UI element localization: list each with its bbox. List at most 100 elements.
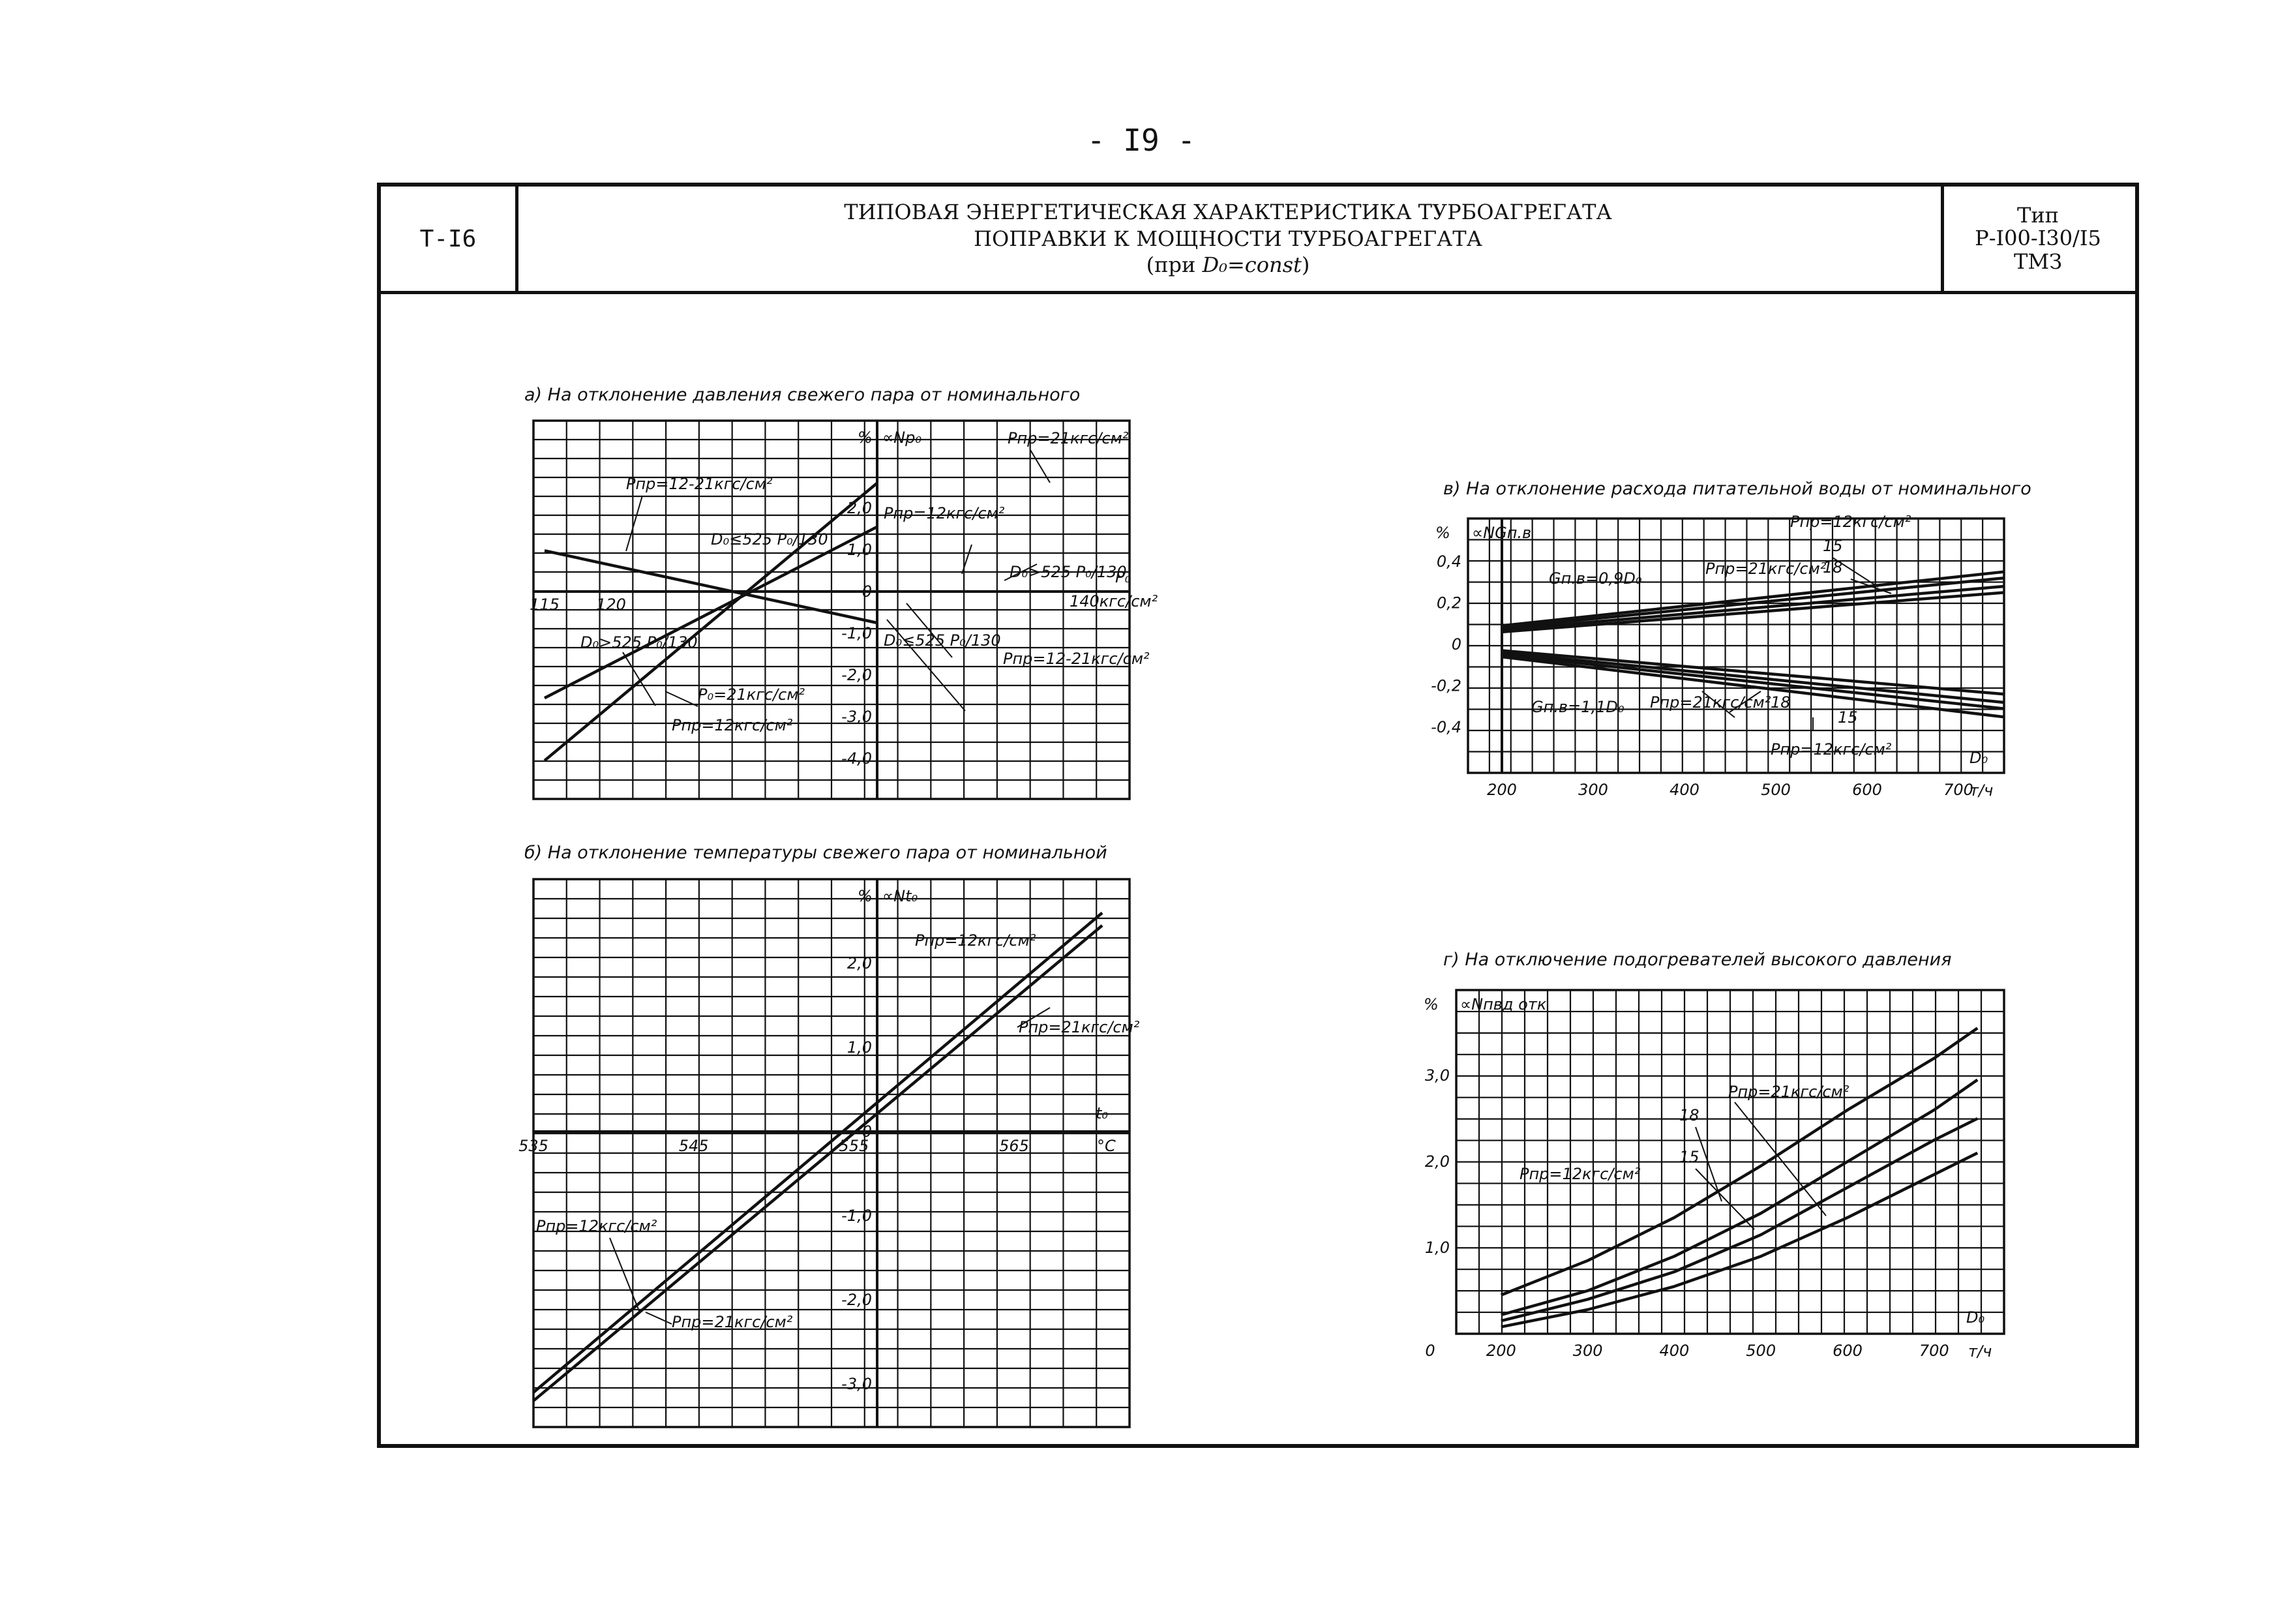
chart-g-xtick-label: 400 [1660, 1342, 1690, 1360]
chart-v-series-5 [1501, 651, 2005, 704]
chart-v-series-2 [1501, 584, 2005, 631]
chart-b-title: б) На отклонение температуры свежего пар… [524, 843, 1107, 863]
title-line-3-var: D₀=const [1202, 252, 1302, 278]
chart-b-ylabel: % [858, 887, 873, 905]
chart-a-grid [532, 419, 1131, 800]
chart-a-annotation: D₀≤525 P₀/130 [711, 530, 828, 549]
title-line-3: (при D₀=const) [1146, 252, 1310, 278]
leader-line [1695, 1168, 1755, 1230]
drawing-frame: Т-I6 ТИПОВАЯ ЭНЕРГЕТИЧЕСКАЯ ХАРАКТЕРИСТИ… [377, 183, 2139, 1448]
chart-b-border [532, 878, 1131, 1428]
chart-g-xtick-label: 300 [1573, 1342, 1603, 1360]
title-line-3-prefix: (при [1146, 252, 1203, 278]
chart-a-ytick-label: 0 [862, 582, 872, 601]
chart-a-annotation: D₀≤525 P₀/130 [884, 631, 1001, 650]
chart-b-xtick-label: 535 [518, 1137, 548, 1155]
chart-v-annotation: Gп.в=0,9D₀ [1549, 569, 1642, 588]
chart-v-ytick-label: 0 [1452, 635, 1461, 654]
title-line-2: ПОПРАВКИ К МОЩНОСТИ ТУРБОАГРЕГАТА [974, 226, 1482, 251]
chart-v-ylabel: % [1435, 524, 1450, 542]
chart-g-origin-label: 0 [1425, 1342, 1435, 1360]
chart-g-xtick-label: 200 [1486, 1342, 1516, 1360]
chart-a-annotation: D₀>525 P₀/130 [580, 633, 698, 652]
chart-a-title: а) На отклонение давления свежего пара о… [524, 385, 1081, 405]
chart-a-annotation: Pпр=12кгс/см² [884, 504, 1005, 522]
chart-v-xtick-label: 400 [1670, 781, 1700, 799]
chart-v-xtick-label: 700 [1943, 781, 1973, 799]
chart-g-annotation: 18 [1679, 1106, 1700, 1124]
leader-line [665, 691, 698, 707]
leader-line [1004, 564, 1038, 581]
type-model: Р-I00-I30/I5 [1975, 226, 2101, 251]
chart-v-series-7 [1501, 655, 2005, 719]
chart-v-ytick-label: 0,2 [1437, 594, 1461, 612]
leader-line [1030, 449, 1051, 483]
chart-g-yvar: ∝Nпвд отк [1460, 995, 1547, 1014]
chart-b-annotation: Pпр=21кгс/см² [672, 1313, 793, 1331]
chart-v-xtick-label: 200 [1487, 781, 1517, 799]
chart-v-series-1 [1501, 576, 2005, 629]
chart-a-group [532, 419, 1131, 800]
chart-v-annotation: Pпр=12кгс/см² [1790, 513, 1911, 531]
chart-v-xtick-label: 500 [1761, 781, 1791, 799]
chart-g-xtick-label: 500 [1746, 1342, 1776, 1360]
chart-v-ytick-label: -0,4 [1431, 718, 1461, 736]
chart-v-group [1467, 517, 2005, 774]
sheet-title: ТИПОВАЯ ЭНЕРГЕТИЧЕСКАЯ ХАРАКТЕРИСТИКА ТУ… [515, 187, 1944, 291]
chart-b-group [532, 878, 1131, 1428]
leader-line [609, 1237, 640, 1312]
title-line-1: ТИПОВАЯ ЭНЕРГЕТИЧЕСКАЯ ХАРАКТЕРИСТИКА ТУ… [844, 199, 1612, 224]
chart-v-annotation: 15 [1838, 708, 1858, 727]
chart-v-annotation: 18 [1771, 693, 1791, 712]
chart-v-annotation: Pпр=21кгс/см² [1705, 560, 1827, 578]
chart-a-annotation: P₀=21кгс/см² [698, 685, 805, 704]
chart-a-ytick-label: 1,0 [847, 541, 872, 559]
turbine-type: Тип Р-I00-I30/I5 ТМЗ [1941, 187, 2135, 291]
chart-a-xunit: 140кгс/см² [1070, 592, 1158, 610]
type-label: Тип [2017, 203, 2059, 228]
chart-v-series-4 [1501, 649, 2005, 696]
leader-line [906, 603, 953, 658]
chart-a-ytick-label: -4,0 [841, 749, 872, 768]
chart-g-xunit: т/ч [1968, 1342, 1992, 1361]
chart-a-annotation: Pпр=12кгс/см² [672, 716, 793, 734]
chart-b-ytick-label: 2,0 [847, 954, 872, 972]
chart-a-ylabel: % [858, 429, 873, 447]
chart-a-series-2 [543, 481, 878, 762]
chart-v-annotation: Gп.в=1,1D₀ [1531, 698, 1625, 716]
chart-v-xtick-label: 600 [1852, 781, 1882, 799]
chart-v-series-0 [1501, 570, 2005, 627]
leader-line [886, 619, 966, 712]
chart-a-ytick-label: -2,0 [841, 666, 872, 684]
chart-g-ytick-label: 2,0 [1425, 1152, 1450, 1171]
chart-a-xlabel: P₀ [1115, 568, 1131, 586]
chart-v-xunit: т/ч [1969, 781, 1993, 800]
chart-g-grid [1455, 989, 2005, 1335]
chart-b-yvar: ∝Nt₀ [882, 887, 918, 905]
chart-b-annotation: Pпр=12кгс/см² [536, 1217, 657, 1235]
leader-line [1734, 1102, 1827, 1216]
chart-b-ytick-label: -1,0 [841, 1207, 872, 1225]
leader-line [1701, 691, 1735, 718]
leader-line [622, 652, 656, 706]
chart-a-ytick-label: -1,0 [841, 624, 872, 642]
chart-g-series-0 [1500, 1027, 1979, 1297]
chart-a-xtick-label: 115 [530, 595, 560, 614]
leader-line [1017, 1007, 1051, 1028]
chart-g-xtick-label: 600 [1833, 1342, 1863, 1360]
chart-g-title: г) На отключение подогревателей высокого… [1443, 950, 1952, 970]
leader-line [1832, 557, 1879, 588]
chart-v-series-3 [1501, 591, 2005, 634]
chart-g-xlabel: D₀ [1966, 1308, 1984, 1327]
title-block: Т-I6 ТИПОВАЯ ЭНЕРГЕТИЧЕСКАЯ ХАРАКТЕРИСТИ… [381, 187, 2135, 294]
chart-v-ytick-label: -0,2 [1431, 677, 1461, 695]
chart-a-ytick-label: 2,0 [847, 499, 872, 517]
title-line-3-suffix: ) [1301, 252, 1310, 278]
leader-line [625, 495, 643, 552]
chart-g-series-1 [1501, 1078, 1979, 1317]
chart-v-yvar: ∝NGп.в [1472, 524, 1531, 542]
chart-v-title: в) На отклонение расхода питательной вод… [1443, 479, 2031, 499]
chart-b-xtick-label: 565 [999, 1137, 1029, 1155]
chart-g-border [1455, 989, 2005, 1335]
chart-v-annotation: 15 [1823, 537, 1843, 555]
